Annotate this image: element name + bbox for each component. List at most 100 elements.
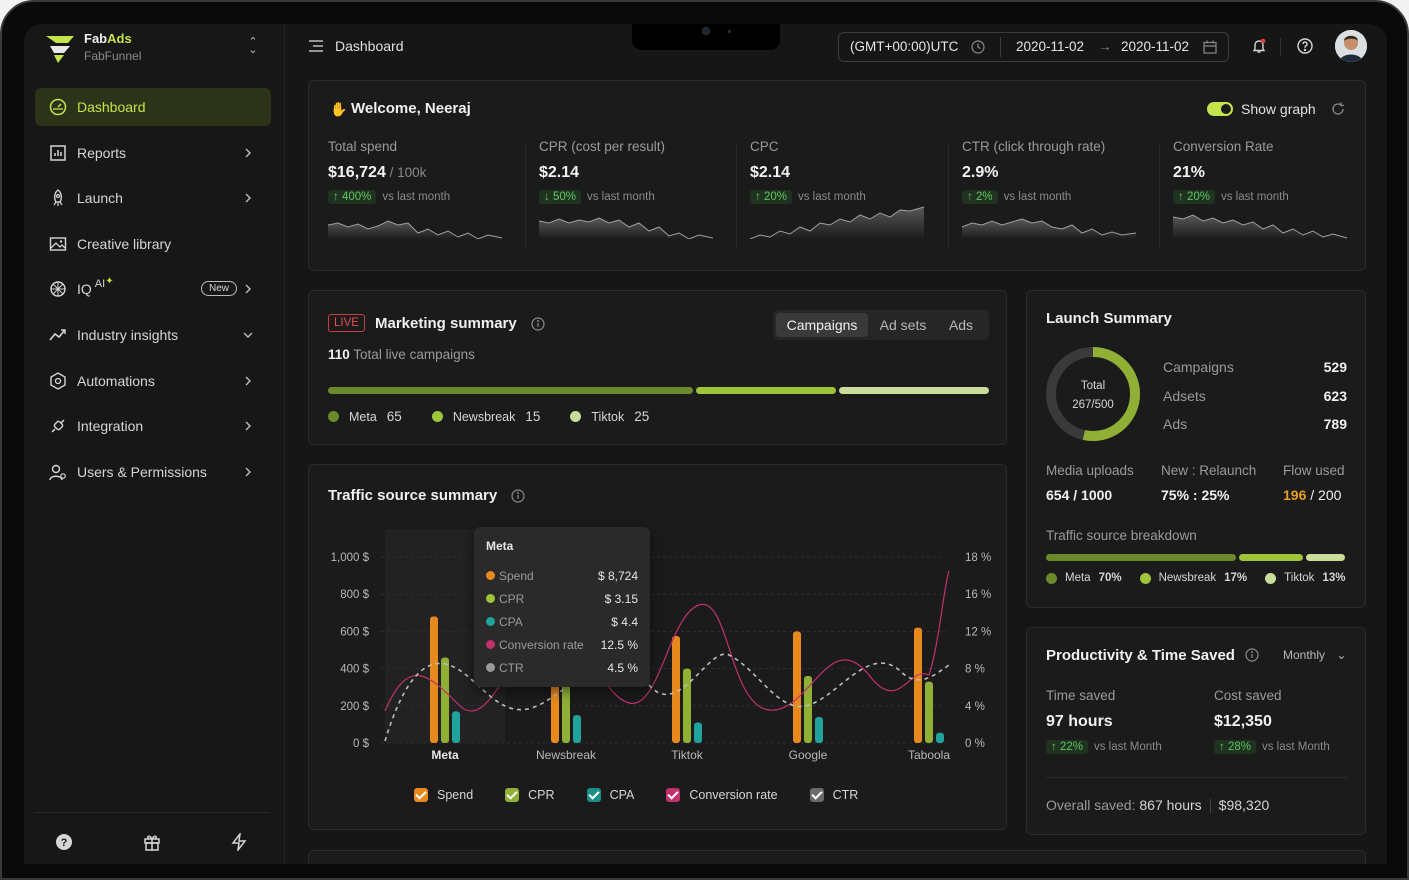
users-icon xyxy=(49,463,67,481)
y-left-tick: 800 $ xyxy=(340,589,369,601)
sidebar-item-label: Dashboard xyxy=(77,99,146,115)
chevron-updown-icon[interactable]: ⌃ ⌄ xyxy=(248,36,258,56)
welcome-title: Welcome, Neeraj xyxy=(351,100,471,117)
bar-cpa-tiktok[interactable] xyxy=(694,722,702,743)
bar-cpa-taboola[interactable] xyxy=(936,732,944,743)
checkbox-icon[interactable] xyxy=(586,788,601,802)
series-dot xyxy=(486,617,495,626)
workspace-switcher[interactable]: FabAds FabFunnel ⌃ ⌄ xyxy=(44,30,264,70)
date-range-picker[interactable]: (GMT+00:00)UTC 2020-11-02 → 2020-11-02 xyxy=(838,32,1229,62)
sidebar-item-dashboard[interactable]: Dashboard xyxy=(35,88,271,126)
tooltip-row: CPR $ 3.15 xyxy=(486,587,638,610)
launch-summary-title: Launch Summary xyxy=(1046,310,1172,327)
plug-icon xyxy=(49,417,67,435)
lightning-icon[interactable] xyxy=(230,833,248,851)
trend-icon xyxy=(49,326,67,344)
checkbox-icon[interactable] xyxy=(666,788,681,802)
kpi-sparkline xyxy=(962,218,1136,239)
help-circle-icon[interactable]: ? xyxy=(55,833,73,851)
sidebar-item-reports[interactable]: Reports xyxy=(35,134,271,172)
date-from[interactable]: 2020-11-02 xyxy=(1016,39,1085,54)
sidebar-item-users-permissions[interactable]: Users & Permissions xyxy=(35,453,271,491)
page-title: Dashboard xyxy=(335,38,404,54)
sidebar: FabAds FabFunnel ⌃ ⌄ Dashboard Reports Laun… xyxy=(24,24,285,864)
legend-tiktok: Tiktok 13% xyxy=(1265,572,1345,584)
bar-spend-tiktok[interactable] xyxy=(672,636,680,743)
total-live-campaigns: 110 Total live campaigns xyxy=(328,347,475,362)
traffic-breakdown-bar xyxy=(1046,554,1348,561)
sidebar-item-industry-insights[interactable]: Industry insights xyxy=(35,316,271,354)
newsbreak-icon xyxy=(431,411,443,422)
arrow-right-icon: → xyxy=(1098,39,1112,54)
info-icon[interactable] xyxy=(531,317,545,331)
tooltip-rows: Spend $ 8,724 CPR $ 3.15 CPA $ 4.4 Conversion … xyxy=(486,564,638,679)
checkbox-icon[interactable] xyxy=(505,788,520,802)
chevron-right-icon xyxy=(245,421,251,431)
sidebar-item-label: Industry insights xyxy=(77,326,179,343)
bar-cpr-tiktok[interactable] xyxy=(683,668,691,743)
refresh-icon[interactable] xyxy=(1331,102,1345,116)
image-icon xyxy=(49,235,67,253)
meta-icon xyxy=(328,411,339,422)
bar-cpr-taboola[interactable] xyxy=(925,681,933,743)
legend-toggle-cpr[interactable]: CPR xyxy=(505,788,555,802)
bar-cpr-google[interactable] xyxy=(804,676,812,743)
launch-donut xyxy=(1046,347,1140,441)
bar-cpa-newsbreak[interactable] xyxy=(573,715,581,743)
camera-icon xyxy=(702,27,710,35)
media-uploads: Media uploads 654 / 1000 xyxy=(1046,463,1134,503)
conversion-rate-line xyxy=(384,570,950,712)
bar-cpr-newsbreak[interactable] xyxy=(562,668,570,743)
info-icon[interactable] xyxy=(511,489,525,503)
x-tick: Google xyxy=(789,748,828,762)
period-select[interactable]: Monthly ⌄ xyxy=(1283,648,1347,662)
timezone-select[interactable]: (GMT+00:00)UTC xyxy=(850,39,959,54)
bar-spend-meta[interactable] xyxy=(430,616,438,743)
info-icon[interactable] xyxy=(1245,648,1259,662)
user-avatar[interactable] xyxy=(1335,30,1367,62)
bar-spend-taboola[interactable] xyxy=(914,627,922,743)
bar-cpr-meta[interactable] xyxy=(441,657,449,743)
chevron-right-icon xyxy=(245,376,251,386)
legend-toggle-spend[interactable]: Spend xyxy=(414,788,473,802)
gift-icon[interactable] xyxy=(143,833,161,851)
checkbox-icon[interactable] xyxy=(809,788,824,802)
meta-segment xyxy=(328,387,693,394)
notification-bell-icon[interactable] xyxy=(1251,38,1267,54)
help-icon[interactable] xyxy=(1297,38,1313,54)
kpi-label: CTR (click through rate) xyxy=(962,139,1106,154)
tiktok-segment xyxy=(1305,554,1345,561)
kpi-value: 21% xyxy=(1173,164,1206,181)
show-graph-label: Show graph xyxy=(1241,101,1316,117)
sidebar-item-launch[interactable]: Launch xyxy=(35,179,271,217)
bar-cpa-meta[interactable] xyxy=(452,711,460,743)
collapse-menu-icon[interactable] xyxy=(309,40,323,52)
show-graph-toggle[interactable] xyxy=(1207,102,1233,116)
tab-ad-sets[interactable]: Ad sets xyxy=(879,317,927,333)
date-to[interactable]: 2020-11-02 xyxy=(1121,39,1190,54)
y-right-tick: 12 % xyxy=(965,626,991,638)
y-right-tick: 4 % xyxy=(965,701,985,713)
meta-segment xyxy=(1046,554,1237,561)
sidebar-item-label: IQ xyxy=(77,281,92,298)
series-dot xyxy=(486,640,495,649)
sidebar-item-creative-library[interactable]: Creative library xyxy=(35,225,271,263)
legend-toggle-conversion-rate[interactable]: Conversion rate xyxy=(666,788,778,802)
sidebar-item-iq[interactable]: IQ AI ✦ New xyxy=(35,270,271,308)
kpi-value: $16,724 / 100k xyxy=(328,164,427,181)
bar-cpa-google[interactable] xyxy=(815,716,823,743)
tab-ads[interactable]: Ads xyxy=(948,317,974,333)
legend-toggle-ctr[interactable]: CTR xyxy=(809,788,858,802)
chevron-right-icon xyxy=(245,193,251,203)
checkbox-icon[interactable] xyxy=(414,788,428,802)
bar-spend-google[interactable] xyxy=(793,631,801,743)
sidebar-item-automations[interactable]: Automations xyxy=(35,362,271,400)
divider xyxy=(525,143,526,247)
traffic-chart: 0 $ 0 % 200 $ 4 % 400 $ 8 % 600 $ 12 % 800 $ 16 %… xyxy=(331,529,991,762)
waving-hand-icon: ✋ xyxy=(330,101,348,117)
tab-campaigns[interactable]: Campaigns xyxy=(776,313,868,337)
legend-toggle-cpa[interactable]: CPA xyxy=(586,788,634,802)
sidebar-item-integration[interactable]: Integration xyxy=(35,407,271,445)
divider xyxy=(1280,38,1281,56)
